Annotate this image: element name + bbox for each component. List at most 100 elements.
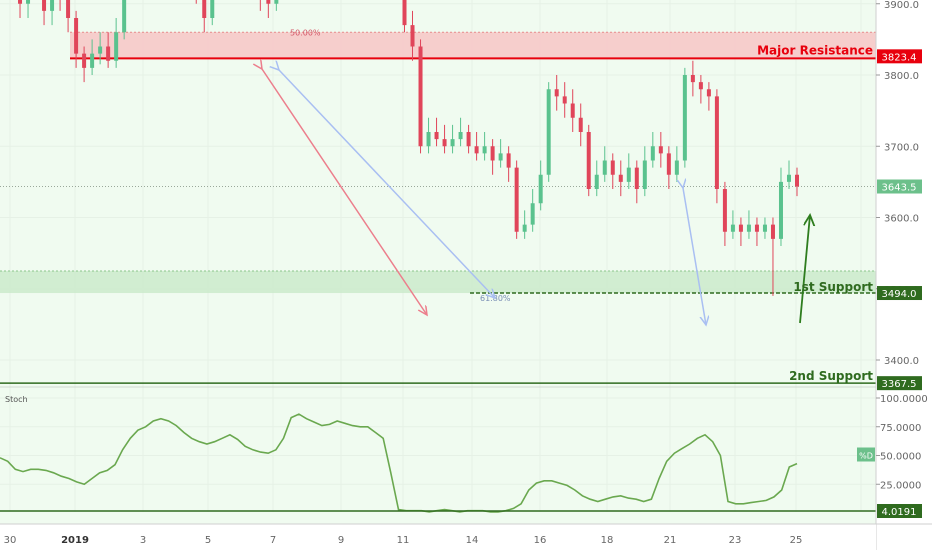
- stoch-tick-label: 25.0000: [880, 480, 921, 491]
- support-zone: [0, 270, 876, 294]
- candle-body: [498, 153, 503, 161]
- axis-panel: [876, 0, 932, 550]
- stoch-legend-badge: %D: [859, 452, 873, 461]
- candle-body: [754, 224, 759, 232]
- first-support-label: 1st Support: [793, 280, 873, 294]
- candle-body: [554, 89, 559, 97]
- candle-body: [778, 181, 783, 239]
- candle-body: [586, 132, 591, 189]
- major-resistance-label: Major Resistance: [757, 43, 873, 57]
- candle-body: [210, 0, 215, 18]
- date-tick-label: 16: [534, 535, 547, 546]
- date-tick-label: 18: [601, 535, 614, 546]
- candle-body: [770, 224, 775, 239]
- candle-body: [42, 0, 47, 11]
- candle-body: [114, 32, 119, 61]
- stoch-tick-label: 50.0000: [880, 452, 921, 463]
- candle-body: [426, 132, 431, 147]
- stoch-tick-label: 75.0000: [880, 423, 921, 434]
- candle-body: [722, 189, 727, 232]
- candle-body: [570, 103, 575, 118]
- candle-body: [594, 174, 599, 189]
- first-support-value: 3494.0: [882, 289, 917, 300]
- candle-body: [122, 0, 127, 33]
- candle-body: [634, 167, 639, 189]
- candle-body: [522, 224, 527, 232]
- date-tick-label: 21: [664, 535, 677, 546]
- candle-body: [82, 53, 87, 68]
- candle-body: [786, 174, 791, 182]
- stoch-legend-badge-bg: [857, 447, 875, 462]
- last-price-value: 3643.5: [882, 183, 917, 194]
- price-tick-label: 3400.0: [884, 356, 919, 367]
- first-support-value-bg: [877, 286, 922, 301]
- candle-body: [610, 160, 615, 175]
- candle-body: [66, 0, 71, 18]
- second-support-value: 3367.5: [882, 379, 917, 390]
- candle-body: [450, 139, 455, 147]
- time-axis-panel: [0, 524, 876, 550]
- fib-blue-arrow-1: [279, 70, 495, 298]
- candle-body: [578, 117, 583, 132]
- date-tick-label: 30: [4, 535, 17, 546]
- candle-body: [562, 96, 567, 104]
- candle-body: [466, 132, 471, 147]
- candle-body: [626, 167, 631, 182]
- date-tick-label: 14: [466, 535, 479, 546]
- stochastic-panel: Stoch: [0, 395, 876, 513]
- candle-body: [642, 160, 647, 189]
- candle-body: [650, 146, 655, 161]
- price-tick-label: 3700.0: [884, 142, 919, 153]
- candle-body: [795, 174, 799, 187]
- candle-body: [442, 139, 447, 147]
- date-tick-label: 3: [140, 535, 146, 546]
- candle-body: [90, 53, 95, 68]
- candle-body: [266, 0, 271, 4]
- candle-body: [530, 203, 535, 225]
- projection-arrow: [799, 215, 810, 324]
- candle-body: [698, 82, 703, 90]
- date-tick-label: 25: [790, 535, 803, 546]
- fib-arrows: [262, 69, 810, 325]
- candle-body: [18, 0, 23, 4]
- price-tick-label: 3900.0: [884, 0, 919, 11]
- resistance-zone: [70, 32, 876, 59]
- candle-body: [490, 146, 495, 161]
- stoch-last-value: 4.0191: [882, 507, 917, 518]
- candle-body: [618, 174, 623, 182]
- candle-body: [482, 146, 487, 154]
- price-tick-label: 3800.0: [884, 71, 919, 82]
- fib-50-label: 50.00%: [290, 28, 321, 37]
- candle-body: [26, 0, 31, 4]
- candle-body: [658, 146, 663, 154]
- date-tick-label: 7: [270, 535, 276, 546]
- second-support-value-bg: [877, 376, 922, 391]
- candle-body: [666, 153, 671, 175]
- candle-body: [274, 0, 279, 4]
- candle-body: [682, 75, 687, 161]
- candle-body: [402, 0, 407, 26]
- stoch-tick-label: 100.0000: [880, 394, 928, 405]
- candle-body: [98, 46, 103, 54]
- candle-body: [506, 153, 511, 168]
- level-labels: 3823.4 3643.5 3494.0 3367.5 4.0191 %D Major Re…: [757, 43, 922, 518]
- date-tick-label: 5: [205, 535, 211, 546]
- candle-body: [74, 18, 79, 54]
- candle-body: [714, 96, 719, 189]
- date-tick-label: 2019: [61, 535, 89, 546]
- candle-body: [674, 160, 679, 175]
- fib-61-label: 61.80%: [480, 294, 511, 303]
- candle-body: [106, 46, 111, 61]
- candle-body: [602, 160, 607, 175]
- candle-body: [410, 25, 415, 47]
- candle-body: [690, 75, 695, 83]
- candle-body: [474, 146, 479, 154]
- candle-body: [514, 167, 519, 232]
- stoch-d-line: [0, 413, 798, 513]
- major-resistance-value: 3823.4: [882, 52, 917, 63]
- candle-body: [418, 46, 423, 147]
- price-tick-label: 3600.0: [884, 214, 919, 225]
- candle-body: [762, 224, 767, 232]
- stoch-last-value-bg: [877, 504, 922, 518]
